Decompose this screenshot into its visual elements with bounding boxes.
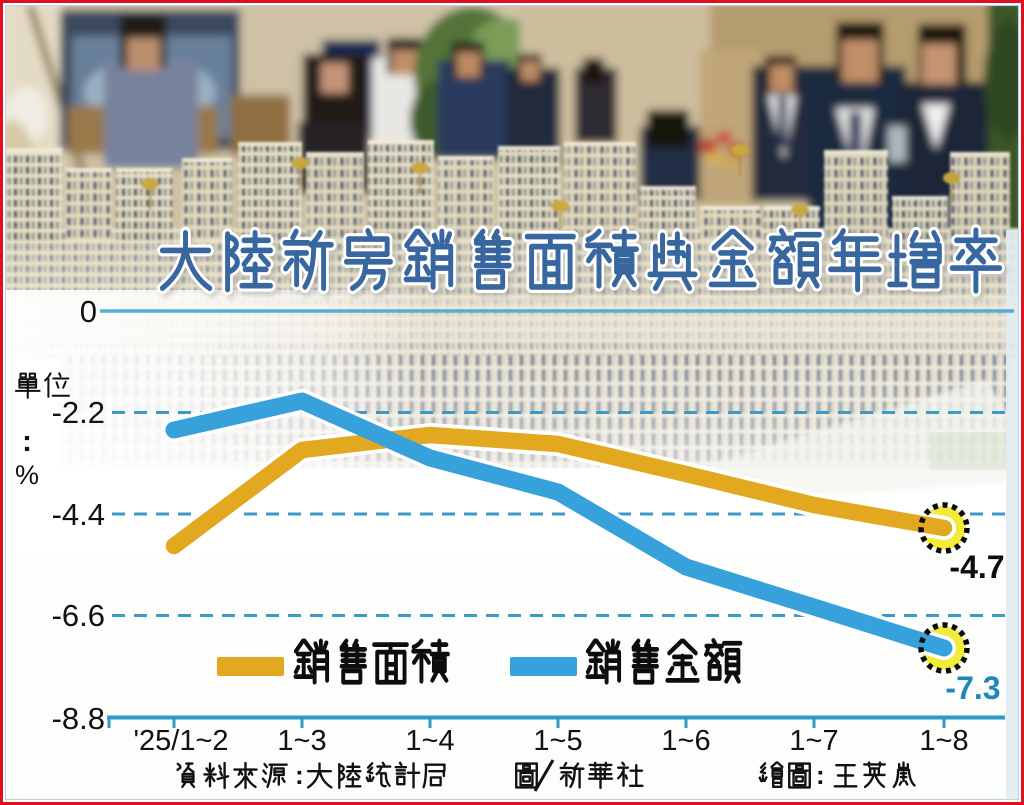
svg-text:1~8: 1~8 (919, 725, 968, 757)
svg-text:0: 0 (80, 294, 97, 329)
svg-text::: : (816, 760, 825, 790)
svg-text:1~4: 1~4 (405, 725, 454, 757)
svg-text:-8.8: -8.8 (52, 701, 105, 736)
svg-text:-6.6: -6.6 (52, 598, 105, 633)
svg-text:1~3: 1~3 (277, 725, 326, 757)
svg-text:-7.3: -7.3 (945, 670, 1000, 706)
svg-text:-4.4: -4.4 (52, 497, 105, 532)
svg-text:-2.2: -2.2 (52, 395, 105, 430)
svg-text::: : (22, 425, 32, 458)
svg-text:1~5: 1~5 (533, 725, 582, 757)
svg-text:1~6: 1~6 (661, 725, 710, 757)
svg-text:1~7: 1~7 (789, 725, 838, 757)
svg-text:'25/1~2: '25/1~2 (133, 725, 228, 757)
svg-text::: : (295, 760, 304, 790)
svg-text:%: % (15, 460, 39, 490)
svg-text:-4.7: -4.7 (949, 549, 1004, 585)
